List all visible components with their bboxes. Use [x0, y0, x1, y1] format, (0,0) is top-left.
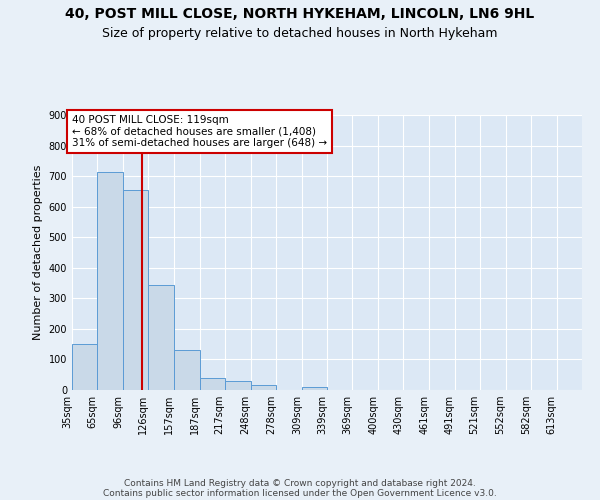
Bar [224, 381, 251, 390]
Text: 40, POST MILL CLOSE, NORTH HYKEHAM, LINCOLN, LN6 9HL: 40, POST MILL CLOSE, NORTH HYKEHAM, LINC… [65, 8, 535, 22]
Bar [302, 387, 327, 390]
Bar [175, 350, 199, 390]
Bar [199, 378, 224, 390]
Text: 40 POST MILL CLOSE: 119sqm
← 68% of detached houses are smaller (1,408)
31% of s: 40 POST MILL CLOSE: 119sqm ← 68% of deta… [72, 115, 327, 148]
Text: Contains public sector information licensed under the Open Government Licence v3: Contains public sector information licen… [103, 488, 497, 498]
Text: Contains HM Land Registry data © Crown copyright and database right 2024.: Contains HM Land Registry data © Crown c… [124, 478, 476, 488]
Bar [251, 386, 276, 390]
Bar [97, 172, 123, 390]
Bar [72, 344, 97, 390]
Y-axis label: Number of detached properties: Number of detached properties [33, 165, 43, 340]
Text: Size of property relative to detached houses in North Hykeham: Size of property relative to detached ho… [102, 28, 498, 40]
Bar [123, 190, 148, 390]
Bar [148, 284, 175, 390]
